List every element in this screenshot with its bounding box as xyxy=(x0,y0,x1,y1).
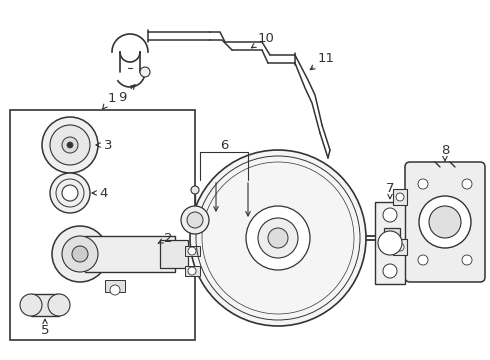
Circle shape xyxy=(396,193,404,201)
Circle shape xyxy=(52,226,108,282)
Circle shape xyxy=(429,206,461,238)
Text: 8: 8 xyxy=(441,144,449,161)
FancyBboxPatch shape xyxy=(405,162,485,282)
Circle shape xyxy=(383,264,397,278)
Text: 1: 1 xyxy=(102,91,116,109)
Text: 10: 10 xyxy=(251,32,275,48)
Bar xyxy=(393,189,407,205)
Circle shape xyxy=(462,179,472,189)
Circle shape xyxy=(378,231,402,255)
Bar xyxy=(375,202,405,284)
Circle shape xyxy=(62,185,78,201)
Bar xyxy=(393,239,407,255)
Text: 11: 11 xyxy=(310,51,335,69)
Circle shape xyxy=(191,186,199,194)
Bar xyxy=(31,294,59,316)
Circle shape xyxy=(72,246,88,262)
Bar xyxy=(10,110,195,340)
Bar xyxy=(160,240,188,268)
Circle shape xyxy=(20,294,42,316)
Circle shape xyxy=(258,218,298,258)
Circle shape xyxy=(418,179,428,189)
Circle shape xyxy=(48,294,70,316)
Circle shape xyxy=(396,243,404,251)
Bar xyxy=(85,236,175,272)
Circle shape xyxy=(188,267,196,275)
Text: 3: 3 xyxy=(96,139,112,152)
Circle shape xyxy=(383,236,397,250)
Circle shape xyxy=(67,142,73,148)
Circle shape xyxy=(190,150,366,326)
Circle shape xyxy=(42,117,98,173)
Text: 9: 9 xyxy=(118,85,135,104)
Circle shape xyxy=(110,285,120,295)
Circle shape xyxy=(50,125,90,165)
Circle shape xyxy=(140,67,150,77)
Text: 5: 5 xyxy=(41,319,49,337)
Circle shape xyxy=(62,137,78,153)
Bar xyxy=(384,228,400,248)
Circle shape xyxy=(62,236,98,272)
Circle shape xyxy=(246,206,310,270)
Bar xyxy=(185,266,200,276)
Circle shape xyxy=(388,234,396,242)
Text: 7: 7 xyxy=(386,181,394,199)
Circle shape xyxy=(181,206,209,234)
Circle shape xyxy=(187,212,203,228)
Circle shape xyxy=(188,247,196,255)
Bar xyxy=(105,280,125,292)
Text: 6: 6 xyxy=(220,139,228,152)
Circle shape xyxy=(268,228,288,248)
Text: 4: 4 xyxy=(92,186,108,199)
Circle shape xyxy=(419,196,471,248)
Circle shape xyxy=(418,255,428,265)
Bar xyxy=(185,246,200,256)
Circle shape xyxy=(383,208,397,222)
Circle shape xyxy=(462,255,472,265)
Circle shape xyxy=(50,173,90,213)
Text: 2: 2 xyxy=(158,231,172,244)
